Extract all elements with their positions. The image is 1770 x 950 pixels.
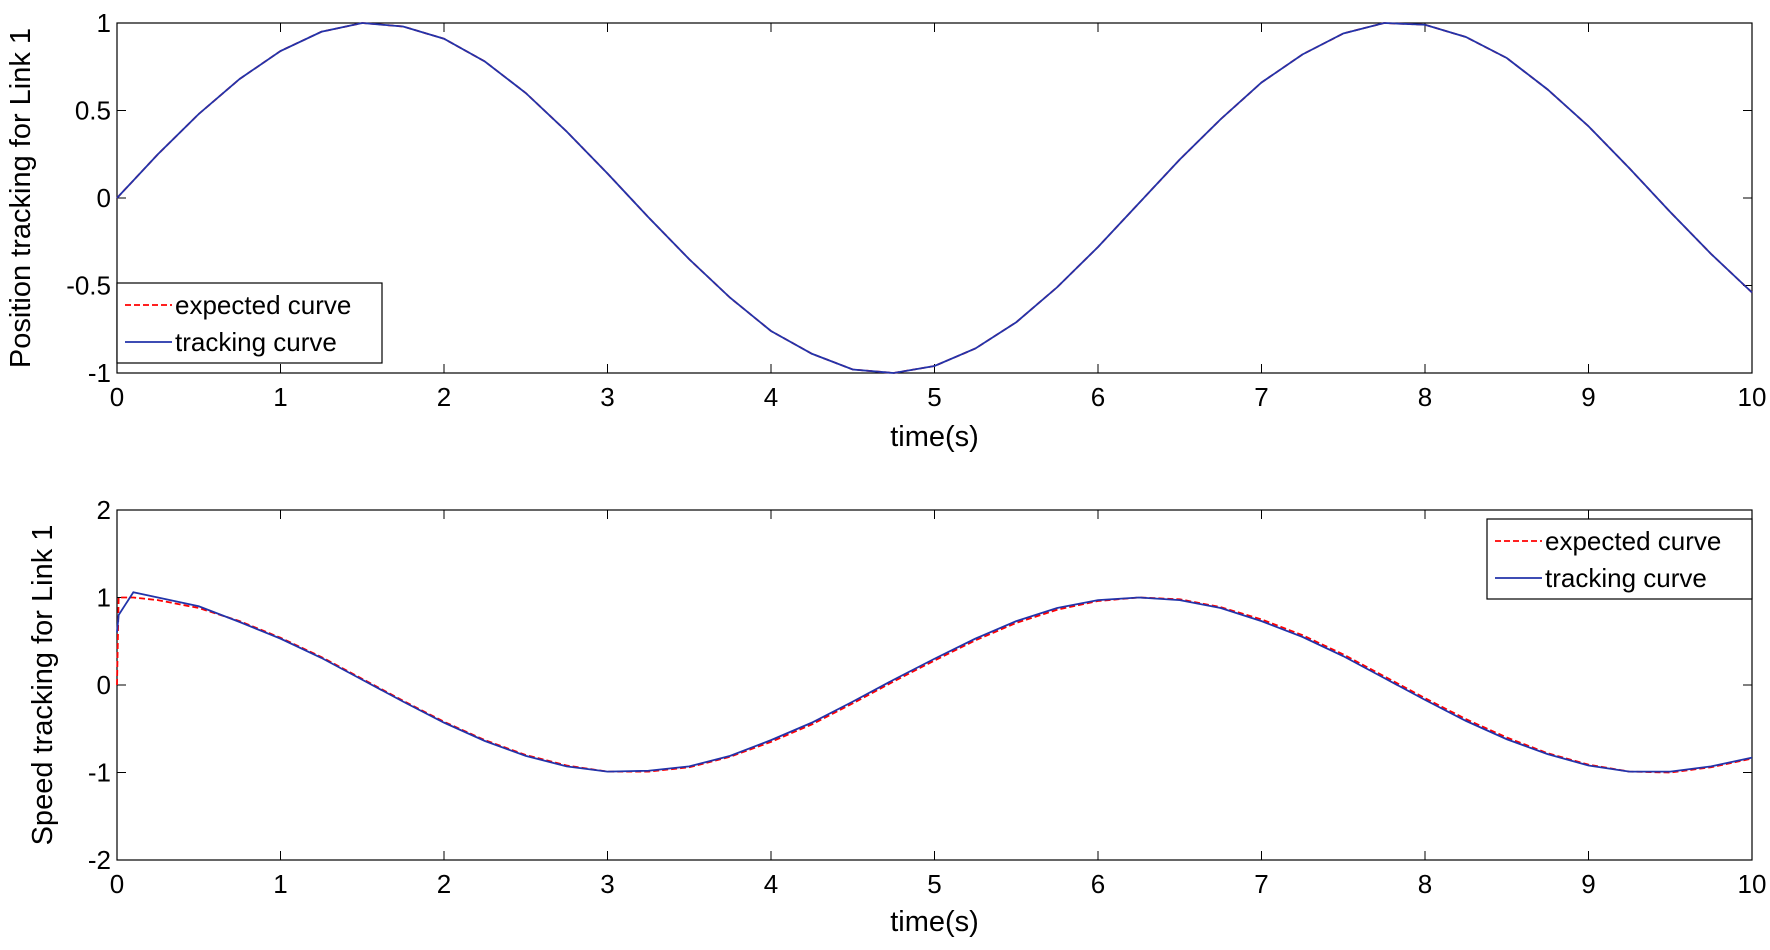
legend: expected curve tracking curve <box>1486 518 1753 600</box>
legend-label: tracking curve <box>1545 563 1707 593</box>
x-tick-label: 6 <box>1091 382 1105 412</box>
legend: expected curve tracking curve <box>116 282 383 364</box>
x-tick-label: 10 <box>1738 869 1767 899</box>
y-tick-label: 2 <box>97 495 111 525</box>
plot-area: 0 1 2 3 4 5 6 7 8 9 10 -1 -0.5 0 0.5 1 time(s) Position t… <box>5 8 1766 453</box>
legend-box <box>116 282 383 364</box>
x-tick-label: 9 <box>1581 382 1595 412</box>
x-tick-label: 4 <box>764 869 778 899</box>
x-axis-label: time(s) <box>890 421 979 453</box>
x-tick-label: 8 <box>1418 382 1432 412</box>
x-tick-label: 5 <box>927 382 941 412</box>
axes-box <box>116 22 1753 374</box>
x-tick-label: 0 <box>110 382 124 412</box>
y-tick-label: 0 <box>97 670 111 700</box>
y-tick-label: 0.5 <box>75 96 111 126</box>
x-tick-label: 10 <box>1738 382 1767 412</box>
legend-label: tracking curve <box>175 327 337 357</box>
data-line <box>116 22 1753 374</box>
x-axis-label: time(s) <box>890 906 979 938</box>
y-tick-label: 0 <box>97 183 111 213</box>
data-line <box>116 591 1753 773</box>
y-tick-label: -0.5 <box>66 271 111 301</box>
x-tick-label: 3 <box>600 382 614 412</box>
legend-box <box>1486 518 1753 600</box>
y-axis-label: Position tracking for Link 1 <box>5 28 37 368</box>
y-tick-label: -2 <box>88 845 111 875</box>
x-tick-label: 1 <box>273 382 287 412</box>
plot-area: 0 1 2 3 4 5 6 7 8 9 10 -2 -1 0 1 2 time(s) Speed tracking… <box>27 495 1766 938</box>
x-tick-label: 2 <box>437 869 451 899</box>
legend-label: expected curve <box>1545 526 1721 556</box>
x-tick-label: 7 <box>1254 869 1268 899</box>
x-tick-label: 6 <box>1091 869 1105 899</box>
y-tick-label: 1 <box>97 583 111 613</box>
y-axis-label: Speed tracking for Link 1 <box>27 525 59 846</box>
legend-label: expected curve <box>175 290 351 320</box>
axes-box <box>116 509 1753 861</box>
x-tick-label: 3 <box>600 869 614 899</box>
x-tick-label: 5 <box>927 869 941 899</box>
y-tick-label: -1 <box>88 358 111 388</box>
y-tick-label: 1 <box>97 8 111 38</box>
x-tick-label: 7 <box>1254 382 1268 412</box>
y-tick-label: -1 <box>88 758 111 788</box>
x-tick-label: 1 <box>273 869 287 899</box>
x-tick-label: 9 <box>1581 869 1595 899</box>
x-tick-label: 8 <box>1418 869 1432 899</box>
x-tick-label: 0 <box>110 869 124 899</box>
x-tick-label: 4 <box>764 382 778 412</box>
x-tick-label: 2 <box>437 382 451 412</box>
